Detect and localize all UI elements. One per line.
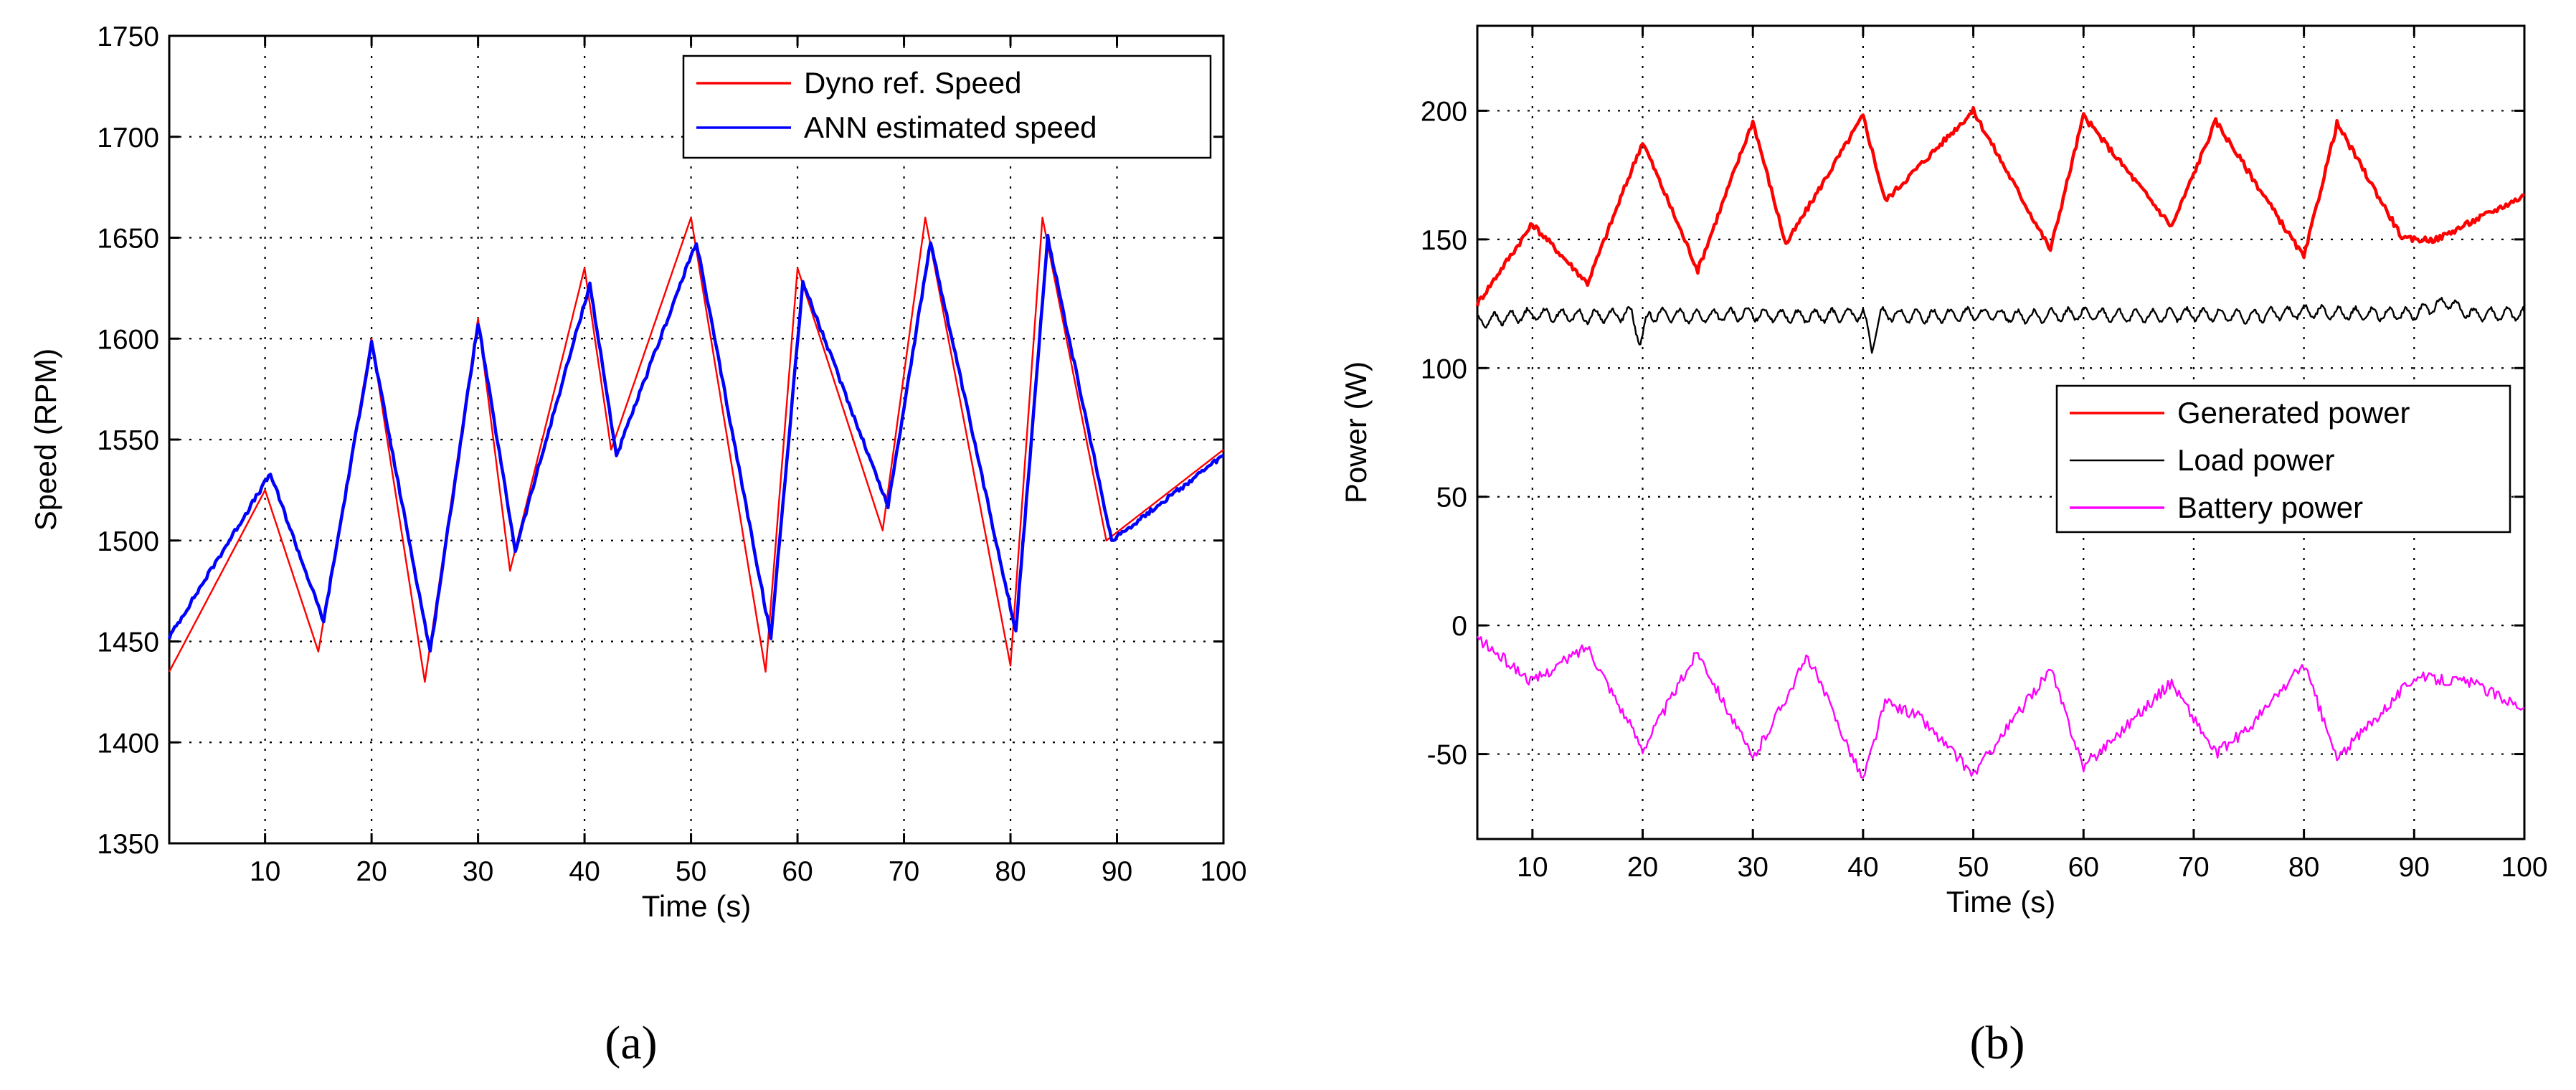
x-tick-label: 30 <box>463 856 493 887</box>
x-tick-label: 20 <box>1627 852 1658 883</box>
series-line-2 <box>1477 296 2526 354</box>
chart-a-grid <box>169 36 1223 843</box>
x-tick-label: 20 <box>356 856 387 887</box>
y-tick-label: 1650 <box>97 224 159 255</box>
chart-b: 10 20 30 40 50 60 70 80 90 100 -50 0 50 100 150 200 Gen… <box>1339 24 2548 1069</box>
chart-a-ticks: 10 20 30 40 50 60 70 80 90 100 1350 1400 1450 1500 155… <box>97 22 1246 887</box>
legend-entry: Battery power <box>2177 490 2363 524</box>
y-tick-label: 50 <box>1436 483 1467 513</box>
chart-b-caption: (b) <box>1970 1017 2025 1069</box>
chart-b-plot-frame <box>1476 24 2526 840</box>
series-line-2 <box>167 233 1224 653</box>
y-tick-label: 150 <box>1421 225 1467 256</box>
y-tick-label: 1600 <box>97 324 159 355</box>
chart-a-caption: (a) <box>605 1017 657 1069</box>
series-line-1 <box>1475 105 2525 307</box>
chart-b-legend: Generated power Load power Battery power <box>2055 384 2511 534</box>
x-tick-label: 10 <box>1517 852 1548 883</box>
y-tick-label: 1350 <box>97 829 159 860</box>
x-tick-label: 70 <box>2178 852 2209 883</box>
y-tick-label: 0 <box>1452 611 1467 642</box>
x-tick-label: 90 <box>2399 852 2430 883</box>
x-tick-label: 10 <box>250 856 280 887</box>
legend-entry: ANN estimated speed <box>804 110 1097 144</box>
chart-b-y-axis-label: Power (W) <box>1339 361 1373 503</box>
legend-entry: Load power <box>2177 443 2335 477</box>
y-tick-label: 200 <box>1421 96 1467 127</box>
y-tick-label: 1700 <box>97 123 159 153</box>
x-tick-label: 100 <box>1200 856 1246 887</box>
chart-a-series <box>167 217 1224 683</box>
y-tick-label: 1500 <box>97 526 159 557</box>
chart-b-x-axis-label: Time (s) <box>1946 885 2055 919</box>
chart-a: 10 20 30 40 50 60 70 80 90 100 1350 1400 1450 1500 155… <box>29 22 1247 1069</box>
x-tick-label: 100 <box>2501 852 2547 883</box>
x-tick-label: 50 <box>676 856 706 887</box>
series-line-3 <box>1476 635 2525 779</box>
x-tick-label: 90 <box>1102 856 1132 887</box>
legend-entry: Generated power <box>2177 396 2410 430</box>
x-tick-label: 70 <box>889 856 919 887</box>
y-tick-label: 100 <box>1421 354 1467 384</box>
y-tick-label: 1450 <box>97 627 159 658</box>
chart-b-grid <box>1477 26 2524 839</box>
y-tick-label: -50 <box>1427 740 1467 771</box>
x-tick-label: 60 <box>2068 852 2099 883</box>
chart-a-legend: Dyno ref. Speed ANN estimated speed <box>682 54 1212 159</box>
chart-b-ticks: 10 20 30 40 50 60 70 80 90 100 -50 0 50 100 150 200 <box>1421 26 2548 883</box>
y-tick-label: 1550 <box>97 425 159 456</box>
x-tick-label: 60 <box>782 856 813 887</box>
chart-b-series <box>1475 105 2526 779</box>
legend-box <box>682 54 1212 159</box>
x-tick-label: 80 <box>995 856 1026 887</box>
legend-entry: Dyno ref. Speed <box>804 66 1022 100</box>
x-tick-label: 30 <box>1738 852 1768 883</box>
chart-a-x-axis-label: Time (s) <box>642 889 751 923</box>
y-tick-label: 1400 <box>97 728 159 759</box>
y-tick-label: 1750 <box>97 22 159 52</box>
x-tick-label: 40 <box>569 856 600 887</box>
x-tick-label: 40 <box>1847 852 1878 883</box>
x-tick-label: 50 <box>1958 852 1989 883</box>
x-tick-label: 80 <box>2288 852 2319 883</box>
chart-a-y-axis-label: Speed (RPM) <box>29 349 62 531</box>
